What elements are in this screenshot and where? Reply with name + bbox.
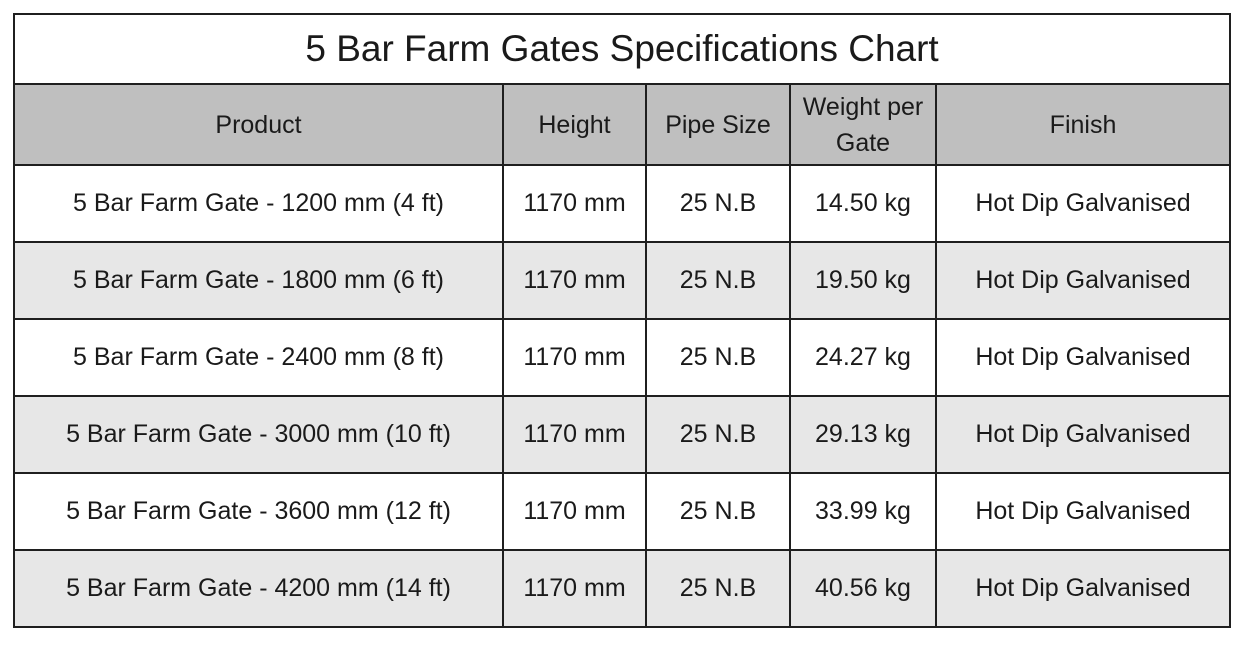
cell-finish: Hot Dip Galvanised bbox=[934, 472, 1232, 551]
cell-pipe-size: 25 N.B bbox=[645, 472, 791, 551]
table-row: 5 Bar Farm Gate - 3600 mm (12 ft) 1170 m… bbox=[13, 472, 1232, 551]
cell-height: 1170 mm bbox=[502, 549, 647, 628]
cell-height: 1170 mm bbox=[502, 241, 647, 320]
cell-product: 5 Bar Farm Gate - 3600 mm (12 ft) bbox=[13, 472, 504, 551]
table-row: 5 Bar Farm Gate - 1800 mm (6 ft) 1170 mm… bbox=[13, 241, 1232, 320]
cell-weight: 40.56 kg bbox=[789, 549, 937, 628]
cell-product: 5 Bar Farm Gate - 1800 mm (6 ft) bbox=[13, 241, 504, 320]
cell-finish: Hot Dip Galvanised bbox=[934, 241, 1232, 320]
header-row: Product Height Pipe Size Weight per Gate… bbox=[13, 83, 1232, 166]
cell-height: 1170 mm bbox=[502, 318, 647, 397]
table-row: 5 Bar Farm Gate - 3000 mm (10 ft) 1170 m… bbox=[13, 395, 1232, 474]
cell-pipe-size: 25 N.B bbox=[645, 318, 791, 397]
cell-finish: Hot Dip Galvanised bbox=[934, 395, 1232, 474]
title-row: 5 Bar Farm Gates Specifications Chart bbox=[12, 13, 1232, 85]
cell-pipe-size: 25 N.B bbox=[645, 395, 791, 474]
cell-pipe-size: 25 N.B bbox=[645, 549, 791, 628]
cell-product: 5 Bar Farm Gate - 1200 mm (4 ft) bbox=[13, 164, 504, 243]
cell-product: 5 Bar Farm Gate - 3000 mm (10 ft) bbox=[13, 395, 504, 474]
cell-height: 1170 mm bbox=[502, 164, 647, 243]
cell-finish: Hot Dip Galvanised bbox=[934, 164, 1232, 243]
cell-height: 1170 mm bbox=[502, 395, 647, 474]
cell-product: 5 Bar Farm Gate - 4200 mm (14 ft) bbox=[13, 549, 504, 628]
column-header-pipe-size: Pipe Size bbox=[645, 83, 791, 166]
cell-height: 1170 mm bbox=[502, 472, 647, 551]
cell-pipe-size: 25 N.B bbox=[645, 241, 791, 320]
cell-weight: 33.99 kg bbox=[789, 472, 937, 551]
table-row: 5 Bar Farm Gate - 2400 mm (8 ft) 1170 mm… bbox=[13, 318, 1232, 397]
table-row: 5 Bar Farm Gate - 1200 mm (4 ft) 1170 mm… bbox=[13, 164, 1232, 243]
cell-weight: 19.50 kg bbox=[789, 241, 937, 320]
cell-weight: 14.50 kg bbox=[789, 164, 937, 243]
column-header-finish: Finish bbox=[934, 83, 1232, 166]
column-header-product: Product bbox=[13, 83, 504, 166]
cell-finish: Hot Dip Galvanised bbox=[934, 549, 1232, 628]
cell-weight: 29.13 kg bbox=[789, 395, 937, 474]
cell-pipe-size: 25 N.B bbox=[645, 164, 791, 243]
table-title: 5 Bar Farm Gates Specifications Chart bbox=[12, 13, 1232, 85]
cell-weight: 24.27 kg bbox=[789, 318, 937, 397]
column-header-height: Height bbox=[502, 83, 647, 166]
cell-finish: Hot Dip Galvanised bbox=[934, 318, 1232, 397]
column-header-weight: Weight per Gate bbox=[789, 83, 937, 166]
specifications-table: 5 Bar Farm Gates Specifications Chart Pr… bbox=[12, 13, 1232, 628]
cell-product: 5 Bar Farm Gate - 2400 mm (8 ft) bbox=[13, 318, 504, 397]
table-row: 5 Bar Farm Gate - 4200 mm (14 ft) 1170 m… bbox=[13, 549, 1232, 628]
